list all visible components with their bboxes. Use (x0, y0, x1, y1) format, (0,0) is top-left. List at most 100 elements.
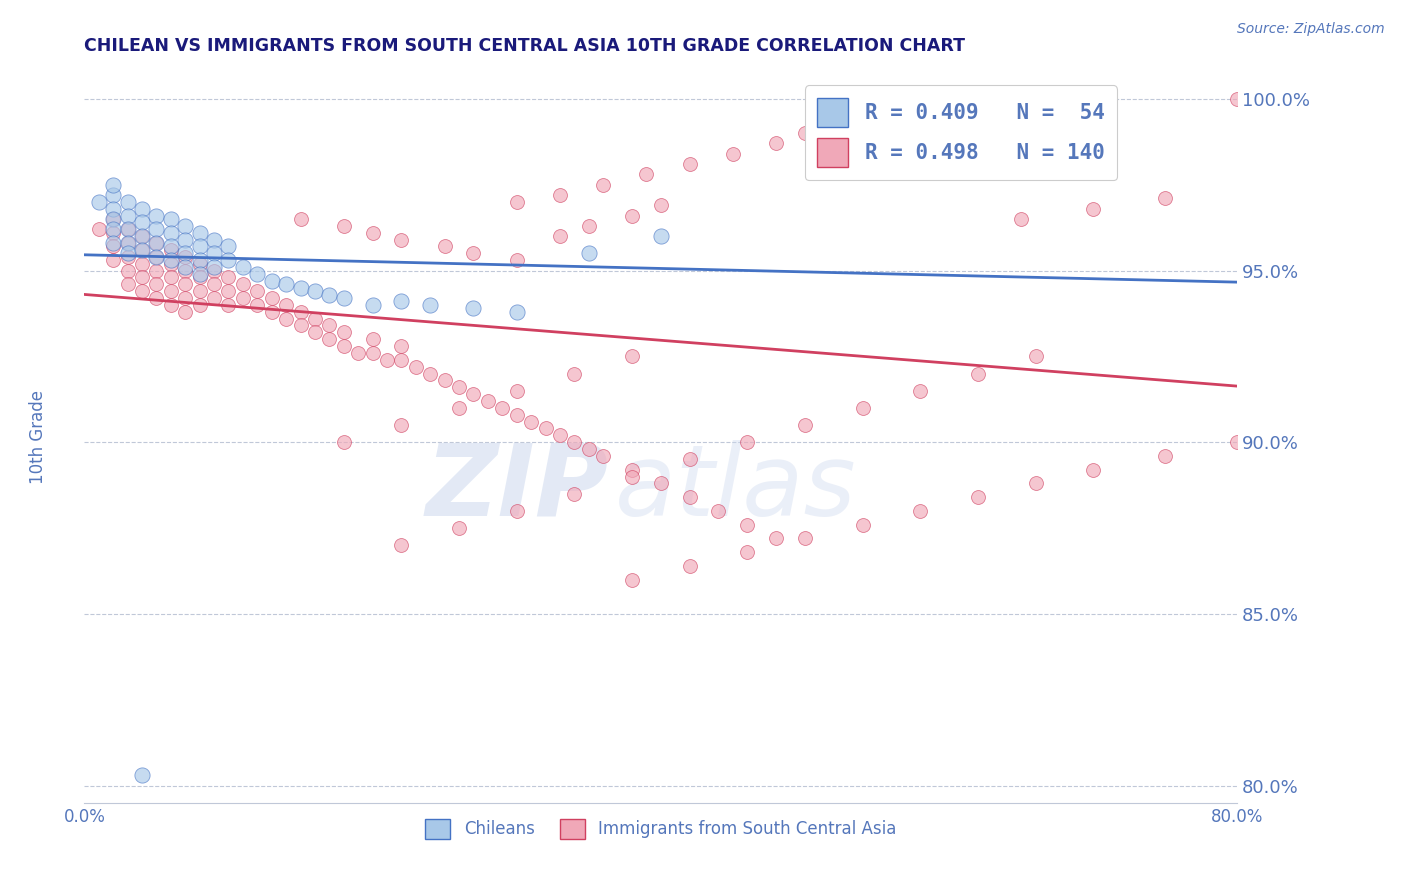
Point (938, 102, 960, 116)
Point (564, 487, 586, 501)
Point (333, 339, 356, 353)
Point (131, 768, 153, 782)
Point (202, 291, 225, 305)
Point (131, 215, 153, 229)
Point (361, 332, 384, 346)
Point (145, 235, 167, 250)
Point (304, 311, 326, 326)
Point (160, 212, 183, 227)
Point (333, 326, 356, 340)
Point (361, 226, 384, 240)
Point (188, 298, 211, 312)
Point (765, 136, 787, 151)
Point (880, 116, 903, 130)
Point (1010, 212, 1032, 227)
Point (290, 212, 312, 227)
Point (621, 469, 644, 483)
Point (145, 291, 167, 305)
Point (188, 270, 211, 285)
Point (520, 415, 543, 429)
Point (548, 428, 571, 442)
Point (117, 222, 139, 236)
Point (737, 545, 759, 559)
Point (174, 260, 197, 274)
Point (391, 418, 413, 433)
Point (290, 281, 312, 295)
Point (260, 304, 283, 318)
Point (548, 188, 571, 202)
Point (117, 246, 139, 260)
Point (145, 250, 167, 264)
Point (463, 301, 485, 316)
Point (333, 219, 356, 233)
Legend: Chileans, Immigrants from South Central Asia: Chileans, Immigrants from South Central … (419, 812, 903, 846)
Point (419, 298, 441, 312)
Point (1025, 476, 1047, 491)
Point (318, 318, 340, 333)
Point (117, 250, 139, 264)
Point (463, 246, 485, 260)
Point (823, 133, 845, 147)
Point (621, 209, 644, 223)
Point (103, 222, 124, 236)
Point (1154, 449, 1177, 463)
Point (117, 194, 139, 209)
Point (103, 235, 124, 250)
Point (202, 277, 225, 292)
Point (391, 233, 413, 247)
Point (449, 380, 471, 394)
Point (131, 243, 153, 257)
Point (174, 246, 197, 260)
Point (866, 161, 889, 175)
Point (103, 188, 124, 202)
Point (650, 476, 672, 491)
Point (131, 229, 153, 244)
Point (679, 558, 702, 573)
Point (188, 226, 211, 240)
Point (218, 270, 240, 285)
Point (160, 243, 183, 257)
Text: ZIP: ZIP (426, 440, 609, 537)
Text: Source: ZipAtlas.com: Source: ZipAtlas.com (1237, 22, 1385, 37)
Point (218, 253, 240, 268)
Point (87, 222, 110, 236)
Point (260, 274, 283, 288)
Point (218, 239, 240, 253)
Point (117, 209, 139, 223)
Point (721, 146, 744, 161)
Point (103, 239, 124, 253)
Point (506, 253, 529, 268)
Point (967, 367, 990, 381)
Point (160, 226, 183, 240)
Point (1083, 202, 1105, 216)
Point (202, 263, 225, 277)
Point (218, 284, 240, 298)
Point (232, 291, 254, 305)
Point (232, 260, 254, 274)
Point (160, 284, 183, 298)
Point (260, 291, 283, 305)
Point (866, 140, 889, 154)
Point (145, 250, 167, 264)
Point (765, 532, 787, 546)
Point (391, 352, 413, 367)
Point (449, 521, 471, 535)
Point (1083, 463, 1105, 477)
Point (534, 421, 557, 435)
Point (548, 229, 571, 244)
Point (188, 284, 211, 298)
Point (276, 311, 298, 326)
Point (506, 194, 529, 209)
Point (347, 346, 370, 360)
Point (145, 222, 167, 236)
Point (419, 367, 441, 381)
Point (103, 212, 124, 227)
Point (202, 260, 225, 274)
Point (578, 442, 600, 456)
Point (967, 490, 990, 504)
Point (103, 253, 124, 268)
Point (290, 318, 312, 333)
Point (650, 229, 672, 244)
Point (1025, 350, 1047, 364)
Point (506, 408, 529, 422)
